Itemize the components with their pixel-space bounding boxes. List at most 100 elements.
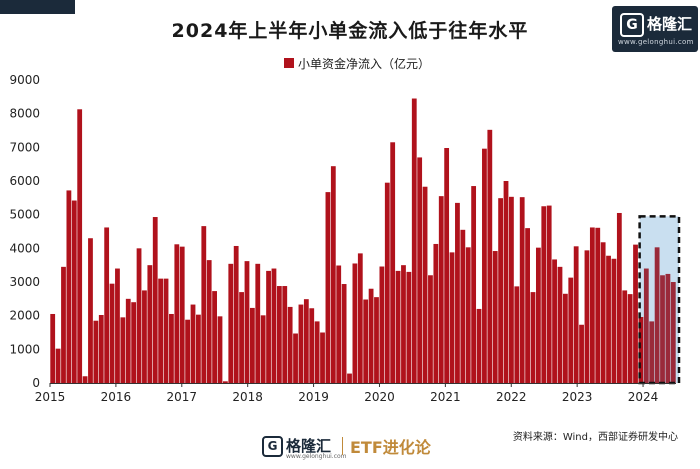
bar [665, 273, 671, 383]
bar [449, 252, 455, 383]
bar [282, 286, 288, 383]
bar [77, 109, 83, 383]
bar [217, 316, 223, 383]
bar [287, 306, 293, 383]
bar [562, 293, 568, 383]
bar [476, 308, 482, 383]
bar [115, 268, 120, 383]
bar [471, 186, 477, 383]
bar [320, 332, 325, 383]
y-tick-label: 0 [32, 376, 40, 390]
bar [643, 268, 649, 383]
bar [249, 307, 255, 383]
bar [557, 266, 563, 383]
bar [212, 291, 217, 383]
x-tick-label: 2016 [101, 390, 132, 404]
bar [341, 284, 347, 383]
bar [190, 304, 196, 383]
chart-title: 2024年上半年小单金流入低于往年水平 [171, 20, 529, 42]
bar [104, 227, 110, 383]
bar [406, 271, 412, 383]
bar [541, 206, 547, 383]
bar [492, 251, 498, 383]
bar [460, 229, 466, 383]
bar [455, 202, 460, 383]
bar [622, 290, 628, 383]
y-tick-label: 2000 [9, 309, 40, 323]
bar [352, 263, 358, 383]
bar [206, 260, 212, 383]
bar [50, 313, 56, 383]
bar [82, 376, 88, 383]
bar [660, 275, 665, 383]
bar [347, 373, 352, 383]
y-tick-label: 8000 [9, 107, 40, 121]
x-tick-label: 2015 [35, 390, 66, 404]
bar [55, 348, 61, 383]
bar [670, 282, 676, 383]
y-tick-label: 9000 [9, 73, 40, 87]
legend-swatch [284, 58, 294, 68]
bar [422, 186, 428, 383]
bar [444, 148, 450, 383]
bar [509, 196, 514, 383]
bar [136, 248, 142, 383]
bar [93, 320, 99, 383]
bar [589, 227, 595, 383]
bar [88, 238, 93, 383]
bar [401, 265, 406, 383]
bar [374, 297, 379, 383]
legend-label: 小单资金净流入（亿元） [298, 57, 431, 71]
bar [390, 142, 396, 383]
bar [61, 266, 66, 383]
x-tick-label: 2022 [496, 390, 527, 404]
bar [66, 190, 72, 383]
bar [465, 247, 471, 383]
bar [417, 157, 423, 383]
footer-logo-name: 格隆汇 [286, 437, 332, 455]
footer-divider [342, 437, 343, 455]
bar [568, 277, 574, 383]
bar [152, 217, 158, 383]
bar [233, 245, 239, 383]
top-stripe [0, 0, 75, 14]
brand-logo: G 格隆汇 www.gelonghui.com [612, 6, 698, 52]
bar [109, 283, 115, 383]
bar [438, 196, 444, 383]
x-tick-label: 2024 [628, 390, 659, 404]
footer-etf-label: ETF进化论 [350, 438, 431, 457]
y-tick-label: 4000 [9, 241, 40, 255]
brand-logo-icon: G [620, 13, 644, 37]
bar [276, 286, 282, 383]
bar [174, 244, 180, 383]
y-tick-label: 7000 [9, 140, 40, 154]
bar [196, 314, 201, 383]
bar-chart: 0 1000 2000 3000 4000 5000 6000 7000 8000 9000 201… [9, 73, 681, 404]
bar [357, 253, 363, 383]
bar [606, 255, 611, 383]
brand-name: 格隆汇 [647, 15, 693, 33]
bar [487, 129, 493, 383]
bar [611, 258, 617, 383]
bar [260, 315, 266, 383]
footer: 资料来源：Wind，西部证券研发中心 G 格隆汇 www.gelonghui.c… [0, 420, 700, 469]
bar [98, 314, 104, 383]
bar [584, 250, 590, 383]
bar [244, 261, 250, 383]
bar [163, 278, 169, 383]
footer-logo-icon: G [262, 436, 283, 457]
bar [530, 292, 536, 383]
bar [573, 246, 579, 383]
footer-logo-url: www.gelonghui.com [286, 453, 347, 460]
bar [379, 266, 385, 383]
bar [309, 308, 315, 383]
bar [314, 321, 320, 383]
bar [147, 265, 153, 383]
bar [142, 290, 147, 383]
bar [514, 286, 520, 383]
bar [169, 313, 174, 383]
bar [125, 298, 131, 383]
bar [600, 242, 606, 383]
bar [519, 197, 525, 383]
bar [627, 294, 633, 383]
